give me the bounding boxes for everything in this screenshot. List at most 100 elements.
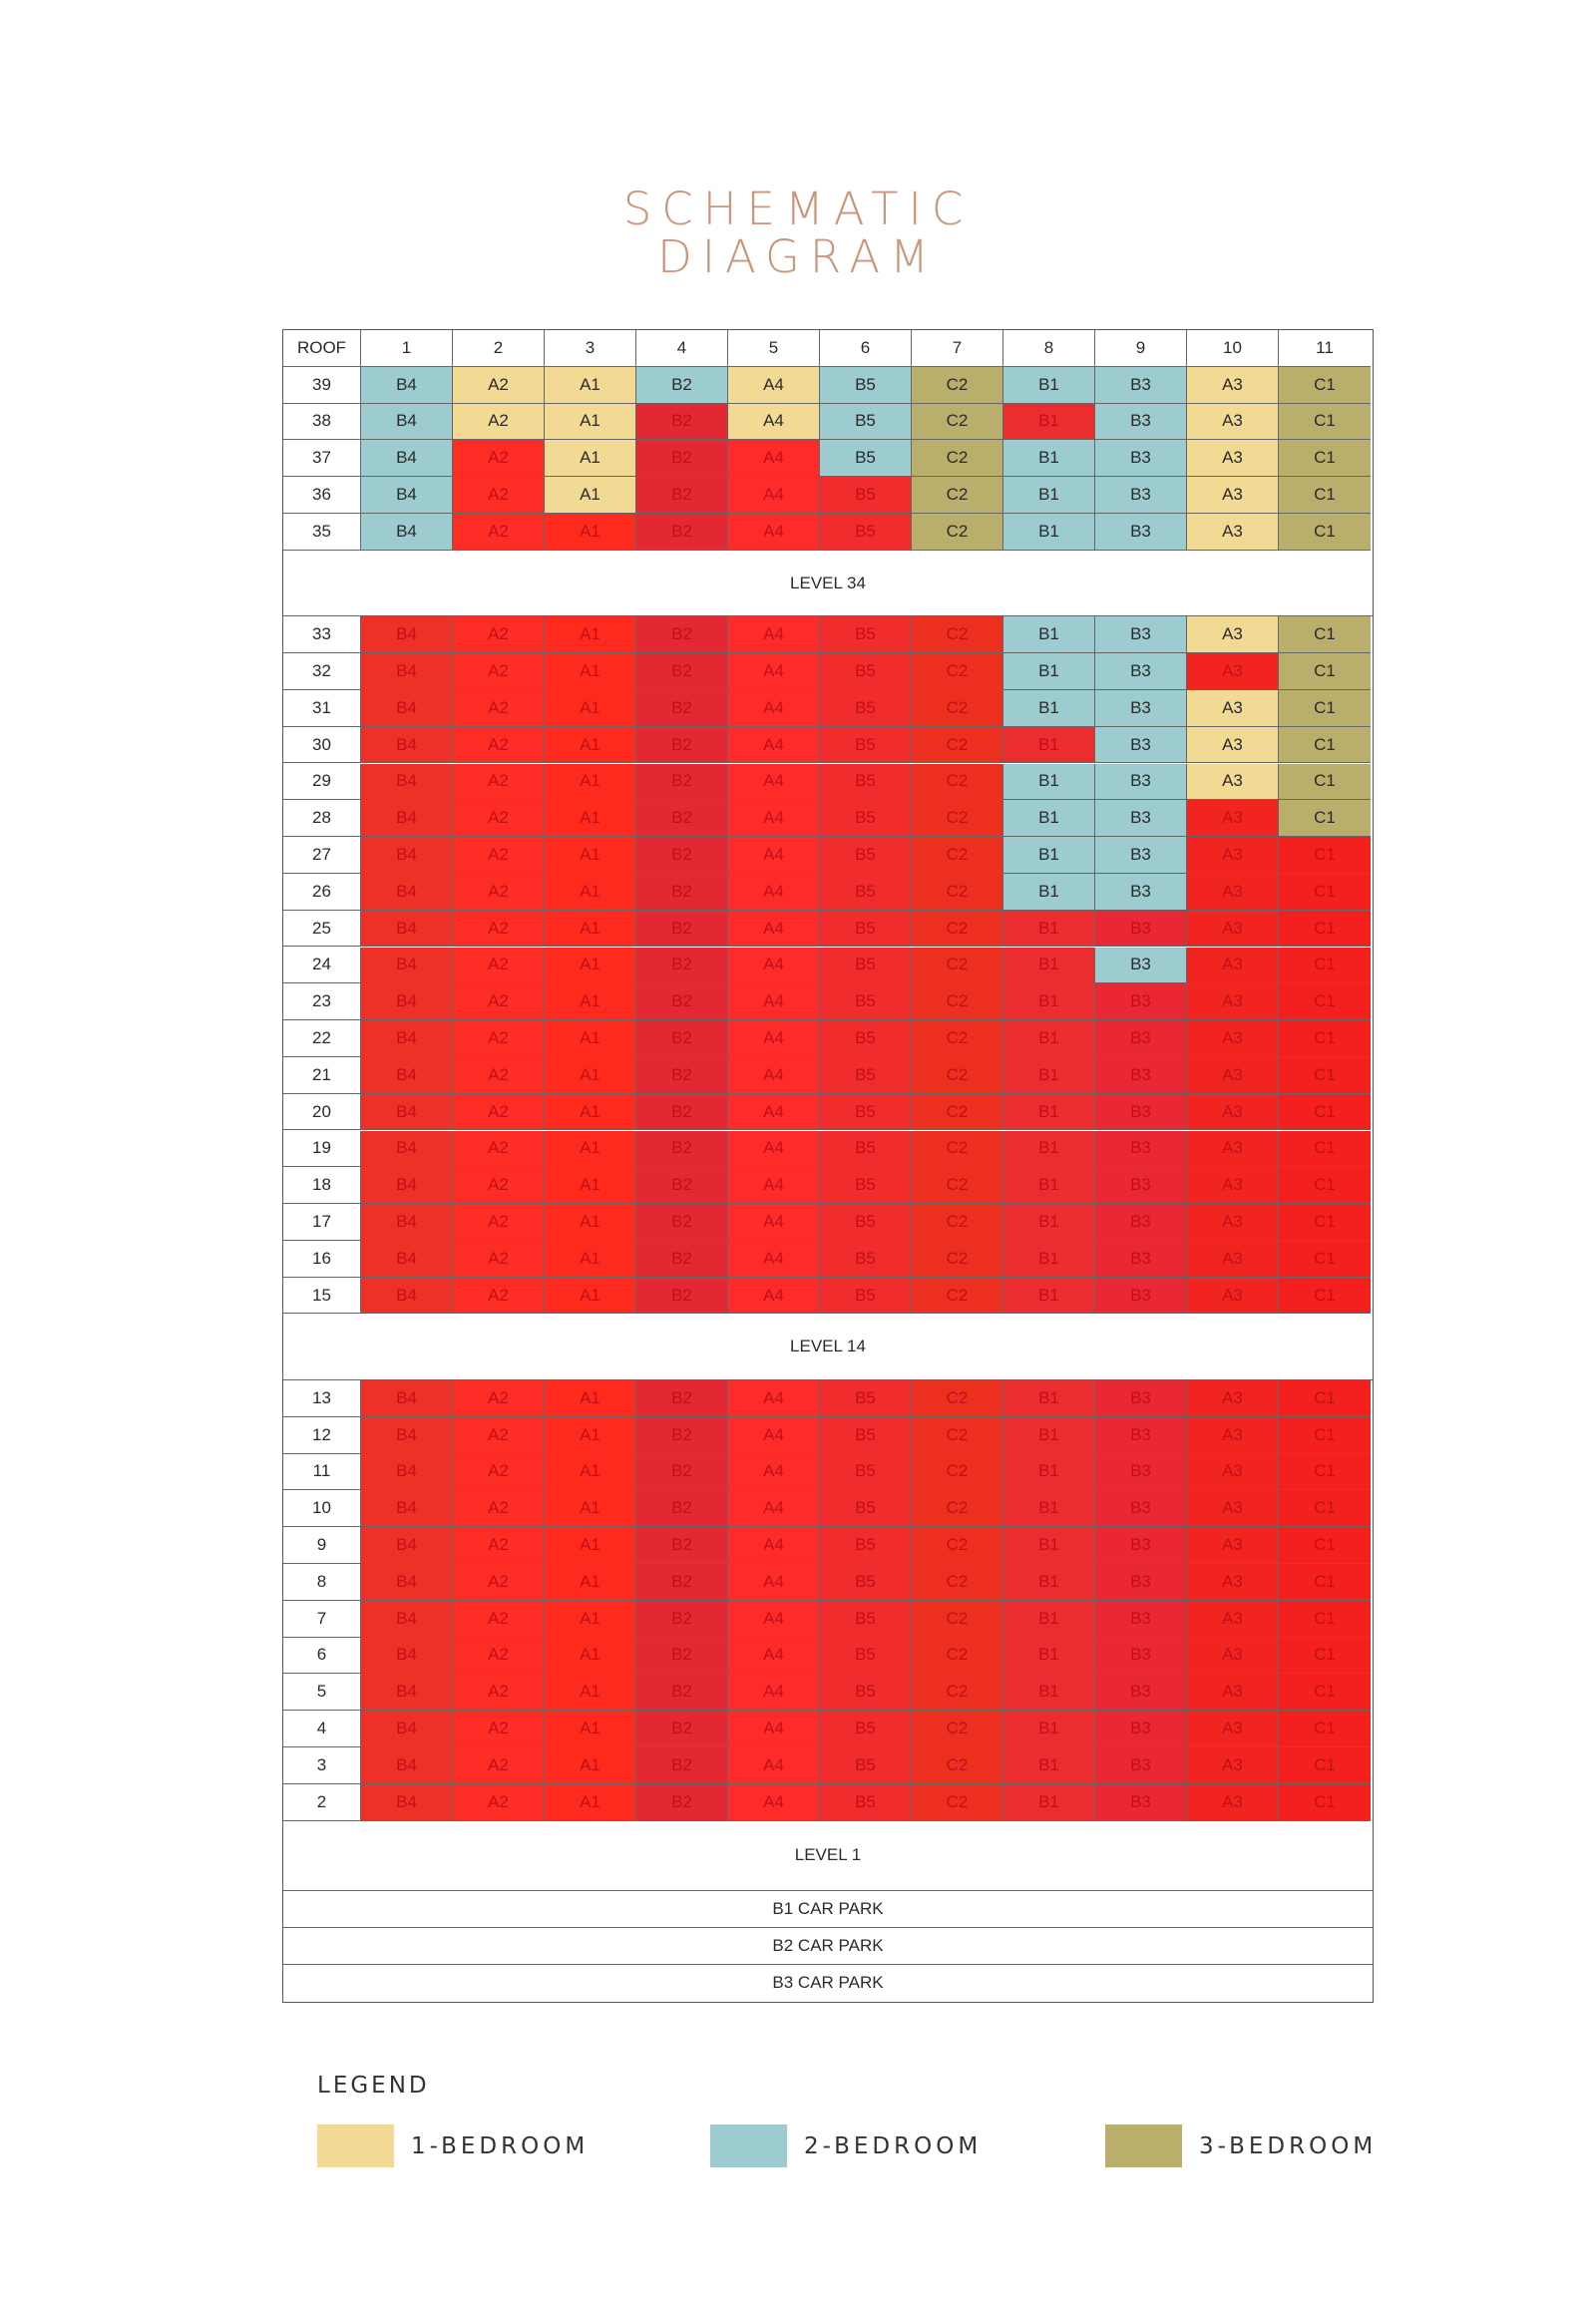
unit-cell-sold: B5 bbox=[820, 653, 912, 690]
unit-cell-sold: A3 bbox=[1187, 1747, 1279, 1784]
legend-swatch-1-bedroom bbox=[317, 2124, 394, 2167]
unit-cell-sold: A1 bbox=[545, 1130, 636, 1168]
unit-cell-sold: B3 bbox=[1095, 1637, 1187, 1675]
unit-cell-sold: A3 bbox=[1187, 1093, 1279, 1131]
unit-cell-available: A2 bbox=[453, 403, 545, 441]
unit-cell-sold: A2 bbox=[453, 873, 545, 911]
unit-cell-sold: A4 bbox=[728, 1711, 820, 1747]
unit-cell-available: A1 bbox=[545, 403, 636, 441]
unit-cell-available: C1 bbox=[1279, 440, 1371, 478]
unit-cell-available: C1 bbox=[1279, 726, 1371, 764]
unit-cell-sold: B4 bbox=[361, 1130, 453, 1168]
unit-cell-available: A1 bbox=[545, 440, 636, 478]
unit-cell-sold: B2 bbox=[636, 947, 728, 984]
floor-row: 19 B4 A2 A1 B2 A4 B5 C2 B1 B3 A3 C1 bbox=[283, 1130, 1371, 1168]
unit-cell-sold: B3 bbox=[1095, 1204, 1187, 1241]
unit-cell-sold: B3 bbox=[1095, 1277, 1187, 1315]
unit-cell-sold: B3 bbox=[1095, 1564, 1187, 1601]
unit-cell-available: C1 bbox=[1279, 763, 1371, 801]
unit-cell-sold: A4 bbox=[728, 1093, 820, 1131]
unit-cell-sold: A1 bbox=[545, 763, 636, 801]
unit-cell-sold: B1 bbox=[1003, 910, 1095, 948]
floor-label: 26 bbox=[283, 873, 361, 911]
floor-label: 32 bbox=[283, 653, 361, 690]
floor-label: 23 bbox=[283, 983, 361, 1021]
unit-cell-sold: B1 bbox=[1003, 1093, 1095, 1131]
unit-cell-sold: A2 bbox=[453, 1204, 545, 1241]
unit-cell-sold: C2 bbox=[912, 1564, 1003, 1601]
unit-cell-sold: A2 bbox=[453, 1564, 545, 1601]
floor-label: 17 bbox=[283, 1204, 361, 1241]
unit-cell-available: A3 bbox=[1187, 763, 1279, 801]
unit-cell-sold: C2 bbox=[912, 837, 1003, 874]
unit-cell-sold: A2 bbox=[453, 1277, 545, 1315]
unit-cell-sold: A3 bbox=[1187, 1527, 1279, 1564]
floor-label: 16 bbox=[283, 1240, 361, 1278]
unit-cell-sold: C1 bbox=[1279, 1747, 1371, 1784]
unit-cell-sold: B1 bbox=[1003, 1490, 1095, 1528]
car-park-row: B1 CAR PARK bbox=[283, 1890, 1373, 1928]
header-row: ROOF 1 2 3 4 5 6 7 8 9 10 11 bbox=[283, 330, 1371, 367]
unit-cell-sold: A4 bbox=[728, 763, 820, 801]
unit-cell-sold: B2 bbox=[636, 837, 728, 874]
stack-header: 8 bbox=[1003, 330, 1095, 367]
unit-cell-sold: A4 bbox=[728, 947, 820, 984]
unit-cell-sold: A2 bbox=[453, 1453, 545, 1491]
unit-cell-sold: C2 bbox=[912, 1167, 1003, 1205]
unit-cell-sold: A2 bbox=[453, 983, 545, 1021]
unit-cell-sold: C2 bbox=[912, 1204, 1003, 1241]
unit-cell-available: B4 bbox=[361, 440, 453, 478]
unit-cell-available: C1 bbox=[1279, 403, 1371, 441]
unit-cell-sold: B4 bbox=[361, 616, 453, 654]
unit-cell-available: B4 bbox=[361, 477, 453, 514]
unit-cell-available: C2 bbox=[912, 366, 1003, 404]
unit-cell-sold: B2 bbox=[636, 1020, 728, 1057]
floor-row: 3 B4 A2 A1 B2 A4 B5 C2 B1 B3 A3 C1 bbox=[283, 1747, 1371, 1784]
unit-cell-sold: A2 bbox=[453, 689, 545, 727]
unit-cell-sold: C1 bbox=[1279, 1453, 1371, 1491]
unit-cell-sold: A1 bbox=[545, 1674, 636, 1712]
unit-cell-sold: B2 bbox=[636, 1204, 728, 1241]
unit-cell-sold: C2 bbox=[912, 1674, 1003, 1712]
unit-cell-sold: B5 bbox=[820, 616, 912, 654]
unit-cell-available: B3 bbox=[1095, 477, 1187, 514]
unit-cell-sold: B2 bbox=[636, 1240, 728, 1278]
legend-item-3-bedroom: 3-BEDROOM bbox=[1105, 2124, 1377, 2167]
unit-cell-sold: B4 bbox=[361, 1204, 453, 1241]
unit-cell-sold: B1 bbox=[1003, 726, 1095, 764]
unit-cell-available: B3 bbox=[1095, 403, 1187, 441]
unit-cell-sold: A2 bbox=[453, 1093, 545, 1131]
unit-cell-sold: B2 bbox=[636, 1637, 728, 1675]
title-line-2: DIAGRAM bbox=[657, 230, 939, 283]
unit-cell-available: B3 bbox=[1095, 440, 1187, 478]
unit-cell-sold: B4 bbox=[361, 1783, 453, 1821]
unit-cell-sold: A1 bbox=[545, 1167, 636, 1205]
unit-cell-sold: B5 bbox=[820, 1637, 912, 1675]
unit-cell-available: B4 bbox=[361, 403, 453, 441]
unit-cell-sold: B5 bbox=[820, 1277, 912, 1315]
unit-cell-sold: B5 bbox=[820, 689, 912, 727]
unit-cell-sold: B4 bbox=[361, 726, 453, 764]
unit-cell-sold: B1 bbox=[1003, 1277, 1095, 1315]
unit-cell-available: B3 bbox=[1095, 763, 1187, 801]
floor-row: 18 B4 A2 A1 B2 A4 B5 C2 B1 B3 A3 C1 bbox=[283, 1167, 1371, 1205]
unit-cell-available: B5 bbox=[820, 403, 912, 441]
unit-cell-sold: B4 bbox=[361, 1490, 453, 1528]
unit-cell-sold: C2 bbox=[912, 1747, 1003, 1784]
unit-cell-sold: A4 bbox=[728, 1130, 820, 1168]
unit-cell-sold: B5 bbox=[820, 1167, 912, 1205]
unit-cell-sold: B5 bbox=[820, 1527, 912, 1564]
stack-header: 5 bbox=[728, 330, 820, 367]
unit-cell-sold: A1 bbox=[545, 616, 636, 654]
title-line-1: SCHEMATIC bbox=[622, 183, 974, 235]
unit-cell-sold: A2 bbox=[453, 1637, 545, 1675]
unit-cell-available: C1 bbox=[1279, 366, 1371, 404]
unit-cell-available: B1 bbox=[1003, 837, 1095, 874]
unit-cell-available: B1 bbox=[1003, 689, 1095, 727]
unit-cell-sold: B5 bbox=[820, 1747, 912, 1784]
unit-cell-sold: B2 bbox=[636, 1453, 728, 1491]
floor-label: 24 bbox=[283, 947, 361, 984]
unit-cell-sold: B5 bbox=[820, 1204, 912, 1241]
unit-cell-sold: A4 bbox=[728, 1453, 820, 1491]
unit-cell-sold: A2 bbox=[453, 1490, 545, 1528]
